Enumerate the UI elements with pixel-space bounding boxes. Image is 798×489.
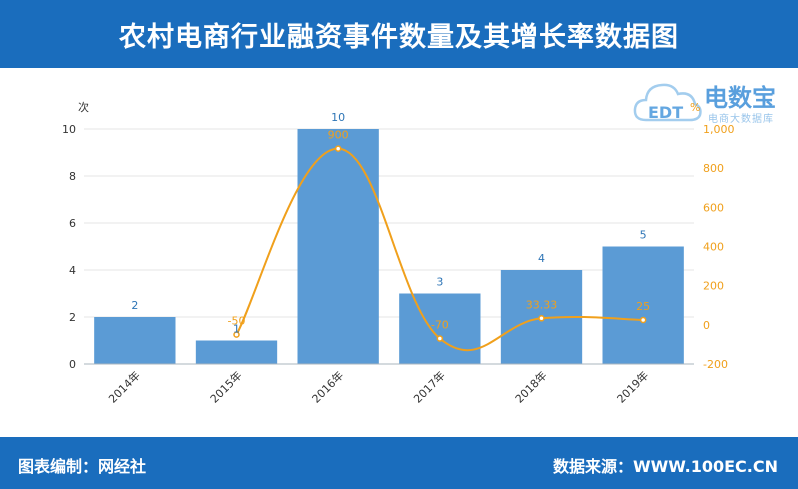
x-tick-label: 2017年 <box>410 368 447 405</box>
x-tick-label: 2019年 <box>614 368 651 405</box>
line-point <box>639 316 647 324</box>
y-tick-label: 8 <box>69 170 76 183</box>
line-point <box>436 335 444 342</box>
bar-value-label: 3 <box>436 276 443 289</box>
line-value-label: 33.33 <box>526 298 558 311</box>
x-tick-label: 2015年 <box>207 368 244 405</box>
y2-axis-label: % <box>690 101 700 114</box>
line-series <box>233 145 647 352</box>
y2-tick-label: 200 <box>703 280 724 293</box>
data-labels: 2 1 10 3 4 5 -50 900 -70 33.33 25 <box>131 111 650 336</box>
watermark-logo: EDT 电数宝 电商大数据库 <box>632 74 792 130</box>
line-point <box>538 315 545 322</box>
y-tick-label: 4 <box>69 264 76 277</box>
bar-value-label: 1 <box>233 323 240 336</box>
y2-tick-label: 1,000 <box>703 123 735 136</box>
watermark-title: 电数宝 <box>704 84 776 112</box>
bar-value-label: 4 <box>538 252 545 265</box>
bar <box>195 340 278 364</box>
line-value-label: 25 <box>636 300 650 313</box>
watermark-subtitle: 电商大数据库 <box>708 114 774 125</box>
x-tick-label: 2018年 <box>512 368 549 405</box>
footer-credit: 图表编制：网经社 <box>18 457 147 476</box>
line-value-label: -70 <box>431 319 449 332</box>
bar-value-label: 10 <box>331 111 345 124</box>
y2-tick-label: 400 <box>703 241 724 254</box>
line-point <box>334 145 342 152</box>
bar-value-label: 2 <box>131 299 138 312</box>
footer-source: 数据来源：WWW.100EC.CN <box>552 457 778 476</box>
x-tick-label: 2014年 <box>105 368 142 405</box>
bar-series <box>94 129 684 364</box>
bar <box>602 246 684 364</box>
line-value-label: 900 <box>328 129 349 142</box>
x-tick-label: 2016年 <box>309 368 346 405</box>
y2-tick-label: 0 <box>703 319 710 332</box>
bar <box>94 317 176 364</box>
growth-rate-line <box>235 147 644 352</box>
logo-text: EDT <box>648 103 683 122</box>
y-tick-label: 6 <box>69 217 76 230</box>
y-tick-label: 0 <box>69 358 76 371</box>
y2-tick-label: 800 <box>703 162 724 175</box>
header-bar: 农村电商行业融资事件数量及其增长率数据图 <box>0 0 798 68</box>
y-tick-label: 2 <box>69 311 76 324</box>
bar <box>297 129 379 364</box>
bar <box>399 293 481 364</box>
y-axis-label: 次 <box>78 100 89 114</box>
line-value-label: -50 <box>228 315 246 328</box>
y-tick-label: 10 <box>62 123 76 136</box>
cloud-logo-icon: EDT <box>633 83 702 122</box>
y2-tick-label: 600 <box>703 201 724 214</box>
line-point <box>233 331 240 338</box>
footer-bar: 图表编制：网经社 数据来源：WWW.100EC.CN <box>0 437 798 489</box>
chart-title: 农村电商行业融资事件数量及其增长率数据图 <box>119 21 679 53</box>
bar-value-label: 5 <box>640 229 647 242</box>
y2-tick-label: -200 <box>703 358 728 371</box>
